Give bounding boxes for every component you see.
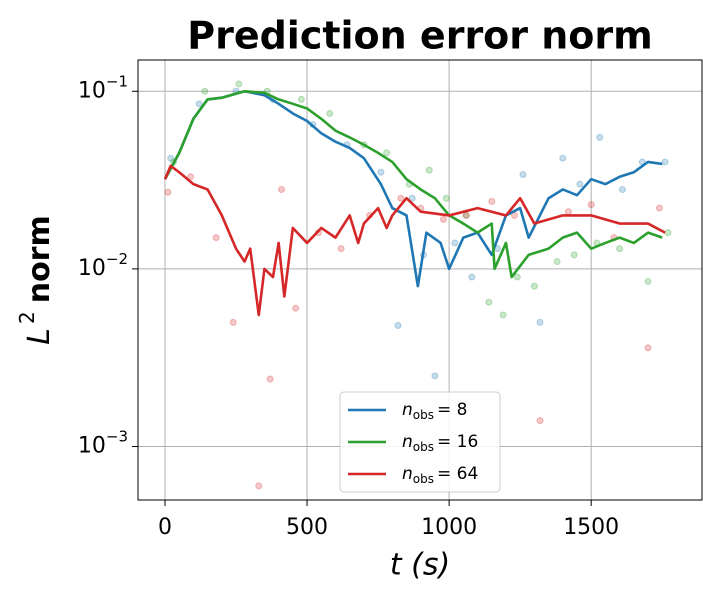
scatter-point	[408, 194, 416, 202]
line-series	[163, 89, 663, 279]
scatter-point	[383, 149, 391, 157]
scatter-point	[439, 215, 447, 223]
y-label-symbol: L	[22, 328, 57, 345]
scatter-point	[553, 258, 561, 266]
y-tick-label: 10−3	[78, 427, 128, 459]
scatter-point	[277, 185, 285, 193]
legend-equals: = 16	[437, 432, 478, 452]
scatter-point	[292, 304, 300, 312]
scatter-point	[513, 273, 521, 281]
scatter-point	[462, 211, 470, 219]
scatter-point	[644, 277, 652, 285]
line-series	[163, 164, 666, 317]
scatter-point	[425, 166, 433, 174]
scatter-point	[519, 170, 527, 178]
scatter-point	[266, 375, 274, 383]
scatter-point	[394, 322, 402, 330]
y-tick-label: 10−2	[78, 249, 128, 281]
scatter-point	[326, 109, 334, 117]
scatter-point	[485, 298, 493, 306]
scatter-point	[255, 482, 263, 490]
scatter-point	[397, 194, 405, 202]
scatter-point	[468, 273, 476, 281]
legend-subscript: obs	[413, 408, 434, 422]
legend-symbol: n	[402, 400, 413, 420]
scatter-point	[618, 185, 626, 193]
scatter-point	[195, 100, 203, 108]
scatter-point	[187, 173, 195, 181]
y-tick-base: 10	[78, 256, 106, 281]
legend-subscript: obs	[413, 472, 434, 486]
y-label-superscript: 2	[15, 311, 39, 324]
y-tick-exponent: −2	[106, 249, 128, 267]
scatter-point	[377, 168, 385, 176]
scatter-point	[616, 245, 624, 253]
x-tick-label: 500	[286, 515, 328, 540]
plot-frame	[137, 59, 703, 501]
scatter-point	[451, 239, 459, 247]
x-tick-label: 0	[158, 515, 172, 540]
x-tick-label: 1000	[421, 515, 477, 540]
scatter-point	[655, 204, 663, 212]
scatter-point	[442, 194, 450, 202]
scatter-point	[229, 318, 237, 326]
y-tick-exponent: −3	[106, 427, 128, 445]
y-axis-label: L 2 norm	[15, 215, 57, 344]
scatter-point	[462, 211, 470, 219]
scatter-point	[297, 95, 305, 103]
x-axis-label: t (s)	[390, 548, 450, 583]
y-tick-base: 10	[78, 434, 106, 459]
scatter-point	[587, 201, 595, 209]
legend-equals: = 64	[437, 464, 478, 484]
chart-title: Prediction error norm	[187, 14, 653, 58]
scatter-point	[530, 282, 538, 290]
scatter-point	[570, 251, 578, 259]
scatter-point	[431, 372, 439, 380]
legend-label: nobs = 64	[402, 464, 478, 486]
y-tick-label: 10−1	[78, 72, 128, 104]
scatter-point	[201, 87, 209, 95]
line-series	[163, 89, 663, 288]
scatter-point	[596, 133, 604, 141]
y-label-text: norm	[22, 215, 57, 303]
scatter-point	[488, 197, 496, 205]
scatter-point	[664, 229, 672, 237]
legend-symbol: n	[402, 432, 413, 452]
scatter-point	[536, 318, 544, 326]
legend-label: nobs = 16	[402, 432, 478, 454]
scatter-point	[167, 154, 175, 162]
legend-symbol: n	[402, 464, 413, 484]
y-tick-base: 10	[78, 78, 106, 103]
scatter-point	[499, 311, 507, 319]
scatter-point	[564, 208, 572, 216]
scatter-point	[337, 245, 345, 253]
scatter-point	[644, 344, 652, 352]
y-tick-exponent: −1	[106, 72, 128, 90]
scatter-point	[212, 234, 220, 242]
legend-equals: = 8	[437, 400, 467, 420]
legend-subscript: obs	[413, 440, 434, 454]
legend-box	[339, 391, 501, 493]
x-tick-label: 1500	[563, 515, 619, 540]
scatter-point	[559, 154, 567, 162]
scatter-point	[164, 188, 172, 196]
scatter-point	[576, 180, 584, 188]
scatter-point	[661, 158, 669, 166]
legend-label: nobs = 8	[402, 400, 467, 422]
scatter-point	[235, 80, 243, 88]
scatter-point	[536, 417, 544, 425]
